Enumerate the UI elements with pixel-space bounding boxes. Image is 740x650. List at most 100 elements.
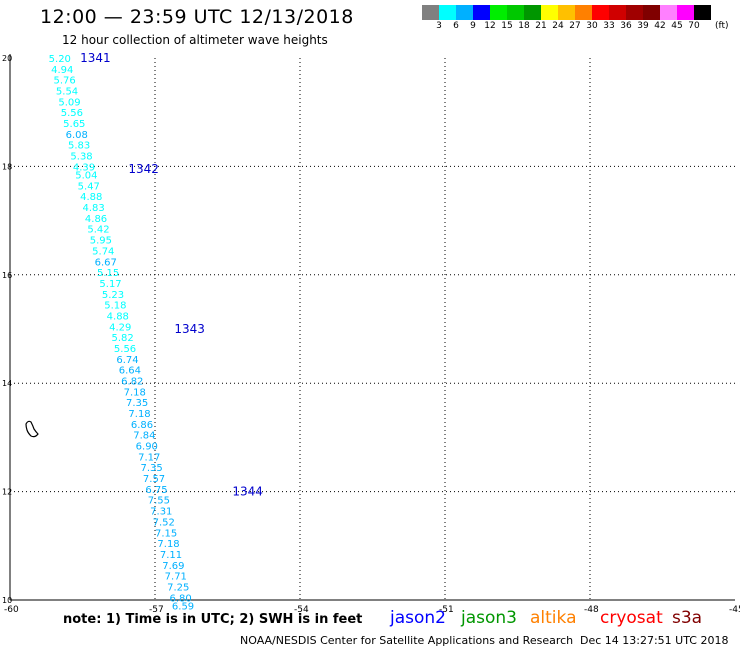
latitude-label: 10	[2, 596, 12, 605]
orbit-number-label: 1343	[174, 322, 205, 336]
legend-tick-label: 36	[620, 21, 632, 31]
wave-height-value: 6.86	[131, 420, 153, 431]
longitude-label: -60	[4, 605, 19, 615]
orbit-number-label: 1342	[128, 162, 159, 176]
wave-height-value: 7.18	[157, 539, 179, 550]
legend-swatch	[507, 5, 524, 20]
color-legend	[422, 5, 711, 20]
page-title: 12:00 — 23:59 UTC 12/13/2018	[40, 6, 354, 28]
legend-swatch	[643, 5, 660, 20]
orbit-number-label: 1341	[80, 51, 111, 65]
satellite-name-s3a: s3a	[672, 608, 703, 628]
wave-height-value: 6.74	[116, 355, 138, 366]
legend-swatch	[558, 5, 575, 20]
wave-height-value: 5.74	[92, 246, 114, 257]
longitude-label: -48	[584, 605, 599, 615]
wave-height-value: 4.88	[107, 311, 129, 322]
wave-height-value: 5.65	[63, 119, 85, 130]
wave-height-value: 7.15	[155, 528, 177, 539]
wave-height-value: 7.71	[165, 572, 187, 583]
legend-tick-label: 21	[535, 21, 547, 31]
wave-height-value: 5.47	[78, 181, 100, 192]
latitude-label: 20	[2, 54, 12, 63]
wave-height-value: 5.56	[114, 344, 136, 355]
wave-height-value: 5.04	[75, 171, 97, 182]
wave-height-value: 7.55	[148, 496, 170, 507]
legend-swatch	[592, 5, 609, 20]
color-legend-ticks: 3 6 9 12 15 18 21 24 27 30 33 36 39 42 45 70	[422, 21, 740, 35]
legend-swatch	[677, 5, 694, 20]
legend-tick-label: 30	[586, 21, 598, 31]
latitude-label: 14	[2, 379, 12, 388]
legend-tick-label: 15	[501, 21, 513, 31]
wave-height-value: 4.39	[73, 162, 95, 173]
legend-tick-label: 3	[436, 21, 442, 31]
wave-height-value: 4.88	[80, 192, 102, 203]
wave-height-value: 4.86	[85, 214, 107, 225]
wave-height-value: 7.35	[141, 463, 163, 474]
legend-swatch	[524, 5, 541, 20]
wave-height-value: 6.82	[121, 376, 143, 387]
wave-height-value: 5.23	[102, 290, 124, 301]
legend-tick-label: 18	[518, 21, 530, 31]
wave-height-value: 5.18	[104, 301, 126, 312]
legend-swatch	[490, 5, 507, 20]
wave-height-value: 5.95	[90, 236, 112, 247]
wave-height-value: 7.17	[138, 452, 160, 463]
wave-height-value: 5.17	[99, 279, 121, 290]
longitude-label: -51	[439, 605, 454, 615]
wave-height-value: 4.94	[51, 65, 73, 76]
color-legend-unit: (ft)	[715, 21, 729, 31]
wave-height-value: 7.69	[162, 561, 184, 572]
legend-swatch	[541, 5, 558, 20]
wave-height-value: 7.18	[124, 387, 146, 398]
wave-height-value: 7.18	[128, 409, 150, 420]
legend-swatch	[660, 5, 677, 20]
satellite-name-jason3: jason3	[461, 608, 517, 628]
wave-height-value: 5.09	[58, 97, 80, 108]
latitude-label: 12	[2, 488, 12, 497]
legend-tick-label: 24	[552, 21, 564, 31]
wave-height-value: 5.76	[54, 76, 76, 87]
wave-height-value: 4.29	[109, 322, 131, 333]
wave-height-value: 5.38	[70, 152, 92, 163]
legend-tick-label: 9	[470, 21, 476, 31]
legend-swatch	[422, 5, 439, 20]
latitude-label: 18	[2, 162, 12, 171]
legend-tick-label: 12	[484, 21, 496, 31]
legend-tick-label: 70	[688, 21, 700, 31]
island-outline	[25, 420, 39, 438]
longitude-label: -45	[729, 605, 740, 615]
wave-height-value: 6.59	[172, 601, 194, 612]
footer-credit: NOAA/NESDIS Center for Satellite Applica…	[240, 634, 574, 647]
orbit-number-label: 1344	[232, 485, 263, 499]
satellite-name-jason2: jason2	[390, 608, 446, 628]
wave-height-value: 5.83	[68, 141, 90, 152]
wave-height-value: 5.42	[87, 225, 109, 236]
wave-height-value: 7.25	[167, 582, 189, 593]
wave-height-value: 5.82	[112, 333, 134, 344]
wave-height-value: 5.15	[97, 268, 119, 279]
wave-height-value: 7.52	[153, 517, 175, 528]
legend-tick-label: 42	[654, 21, 666, 31]
legend-tick-label: 33	[603, 21, 615, 31]
wave-height-value: 6.80	[170, 593, 192, 604]
wave-height-value: 6.90	[136, 442, 158, 453]
wave-height-value: 7.57	[143, 474, 165, 485]
wave-height-value: 6.75	[145, 485, 167, 496]
wave-height-value: 7.35	[126, 398, 148, 409]
footer-timestamp: Dec 14 13:27:51 UTC 2018	[580, 634, 729, 647]
wave-height-value: 5.56	[61, 108, 83, 119]
legend-tick-label: 39	[637, 21, 649, 31]
legend-tick-label: 27	[569, 21, 581, 31]
satellite-name-cryosat: cryosat	[600, 608, 663, 628]
legend-swatch	[473, 5, 490, 20]
wave-height-value: 7.11	[160, 550, 182, 561]
longitude-label: -57	[149, 605, 164, 615]
legend-tick-label: 45	[671, 21, 683, 31]
wave-height-value: 6.08	[66, 130, 88, 141]
footer-note: note: 1) Time is in UTC; 2) SWH is in fe…	[63, 612, 363, 627]
legend-swatch	[575, 5, 592, 20]
legend-swatch	[439, 5, 456, 20]
